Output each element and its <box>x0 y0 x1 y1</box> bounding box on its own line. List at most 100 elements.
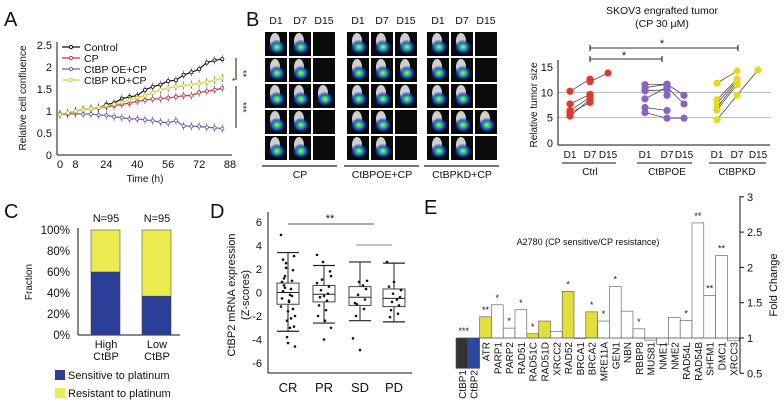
e-chart-title: A2780 (CP sensitive/CP resistance) <box>517 237 660 247</box>
d-data-point <box>289 317 293 320</box>
d-data-point <box>292 254 296 258</box>
a-data-point <box>142 87 147 92</box>
e-category-label: BRCA1 <box>576 342 587 376</box>
e-category-label: MRE11A <box>600 342 611 382</box>
d-data-point <box>282 284 286 287</box>
a-data-point <box>189 93 194 98</box>
c-legend-swatch <box>55 370 65 380</box>
b-luminescence-signal <box>455 118 471 132</box>
b-luminescence-signal <box>269 144 285 158</box>
d-data-point <box>282 277 286 280</box>
a-data-point <box>166 86 171 91</box>
a-legend-marker <box>68 77 74 83</box>
d-data-point <box>321 260 325 264</box>
d-data-point <box>323 319 327 323</box>
b-mouse-image-cell <box>313 136 335 160</box>
b-luminescence-signal <box>375 118 391 132</box>
a-data-point <box>112 114 117 119</box>
e-bar <box>455 337 469 369</box>
a-data-point <box>212 78 217 83</box>
a-data-point <box>197 90 202 95</box>
d-data-point <box>363 298 367 301</box>
e-category-label: MUS81 <box>647 342 658 376</box>
e-y-tick-label: 0.5 <box>747 368 762 380</box>
e-sig-label: * <box>496 293 500 303</box>
c-legend-label: Resistant to platinum <box>68 388 171 400</box>
d-data-point <box>315 281 319 285</box>
a-data-point <box>119 115 124 120</box>
a-data-point <box>58 112 63 117</box>
b-x-tick-label: D1 <box>639 150 652 161</box>
a-x-label: Time (h) <box>127 174 164 185</box>
d-data-point <box>355 302 359 306</box>
b-luminescence-signal <box>269 92 285 106</box>
d-data-point <box>293 314 297 318</box>
a-data-point <box>212 58 217 63</box>
b-day-label: D7 <box>455 15 469 27</box>
a-data-point <box>181 123 186 128</box>
e-sig-label: * <box>590 300 594 310</box>
c-y-tick-label: 40% <box>47 288 70 300</box>
d-data-point <box>358 348 362 352</box>
b-luminescence-signal <box>269 40 285 54</box>
b-mouse-image-cell <box>475 58 497 82</box>
a-data-point <box>173 84 178 89</box>
b-luminescence-signal <box>375 144 391 158</box>
c-y-tick-label: 0% <box>53 330 70 342</box>
b-luminescence-signal <box>431 92 447 106</box>
b-mouse-image-cell <box>475 84 497 108</box>
a-data-point <box>197 124 202 129</box>
b-luminescence-signal <box>293 144 309 158</box>
e-category-label: RAD51C <box>529 342 540 381</box>
d-data-point <box>362 307 366 311</box>
b-y-tick-label: 15 <box>541 62 553 74</box>
e-bar <box>561 291 575 339</box>
e-bar <box>727 337 740 342</box>
e-category-label: SHFM1 <box>706 342 717 376</box>
b-trajectory-line <box>716 95 738 120</box>
d-data-point <box>385 260 389 264</box>
b-chart-subtitle: (CP 30 μM) <box>635 18 689 30</box>
d-data-point <box>291 268 295 272</box>
d-data-point <box>361 284 365 287</box>
d-data-point <box>284 261 288 265</box>
b-group-label: CtBPKD+CP <box>432 169 492 181</box>
d-data-point <box>288 326 292 330</box>
b-luminescence-signal <box>351 92 367 106</box>
e-bar <box>668 317 681 339</box>
d-data-point <box>327 285 331 288</box>
a-data-point <box>204 89 209 94</box>
a-data-point <box>197 67 202 72</box>
b-x-tick-label: D1 <box>564 150 577 161</box>
d-data-point <box>390 300 394 304</box>
b-tumor-point <box>641 87 649 95</box>
d-data-point <box>326 292 330 295</box>
a-data-point <box>173 118 178 123</box>
d-category-label: CR <box>279 380 298 395</box>
d-data-point <box>389 308 393 312</box>
d-y-tick-label: 6 <box>256 217 262 229</box>
d-data-point <box>289 287 293 291</box>
a-data-point <box>220 126 225 131</box>
d-data-point <box>293 345 297 348</box>
d-category-label: SD <box>351 380 369 395</box>
b-tumor-point <box>733 67 741 75</box>
a-data-point <box>181 72 186 77</box>
b-trajectory-line <box>716 84 738 111</box>
panel-label-d: D <box>210 201 224 223</box>
c-n-label: N=95 <box>144 213 171 225</box>
a-data-point <box>189 124 194 129</box>
b-luminescence-signal <box>351 66 367 80</box>
b-tumor-point <box>663 91 671 99</box>
b-luminescence-signal <box>375 40 391 54</box>
e-category-label: GEN1 <box>611 342 622 370</box>
b-tumor-point <box>663 83 671 91</box>
a-data-point <box>65 110 70 115</box>
a-data-point <box>112 102 117 107</box>
d-sig-label: ** <box>326 213 335 225</box>
b-tumor-point <box>641 108 649 117</box>
b-luminescence-signal <box>399 40 415 54</box>
e-bar <box>644 337 657 341</box>
b-tumor-point <box>713 116 721 124</box>
b-x-tick-label: D7 <box>731 150 744 161</box>
